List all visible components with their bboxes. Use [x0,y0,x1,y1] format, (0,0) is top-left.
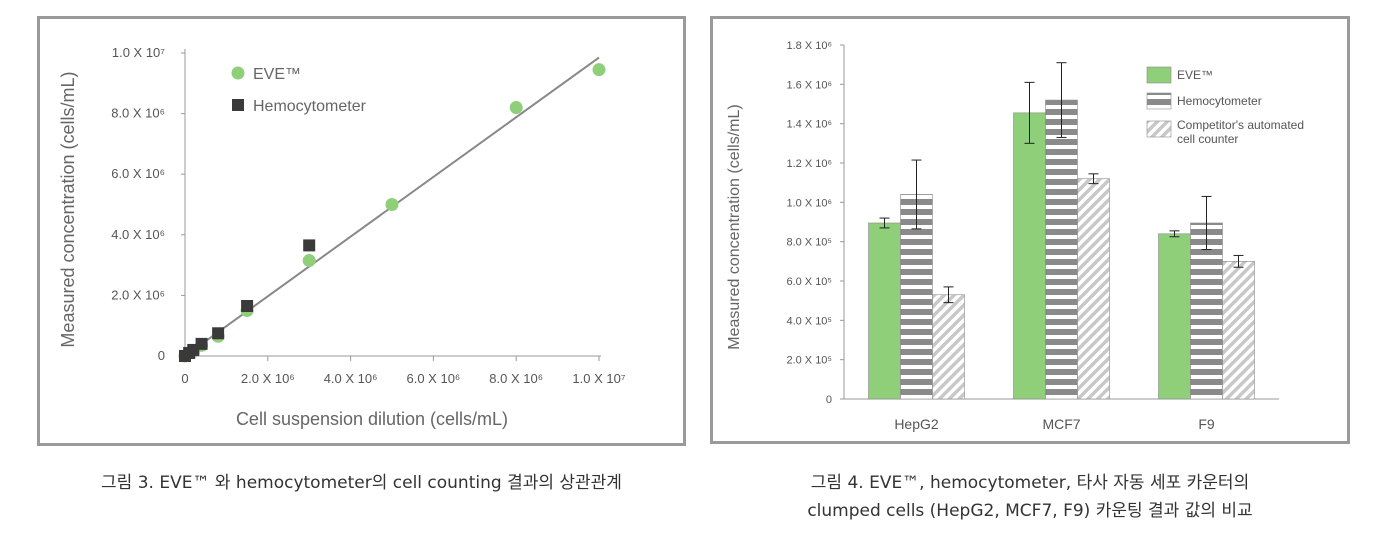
figure-4-caption-line-1: 그림 4. EVE™, hemocytometer, 타사 자동 세포 카운터의 [810,473,1250,493]
bar [1045,99,1078,400]
figure-3-caption-text: 그림 3. EVE™ 와 hemocytometer의 cell countin… [101,473,622,493]
y-axis-title: Measured concentration (cells/mL) [58,71,78,347]
y-tick-label: 6.0 X 10⁵ [786,276,832,288]
y-tick-label: 1.4 X 10⁶ [786,119,832,131]
scatter-chart: 0 2.0 X 10⁶ 4.0 X 10⁶ 6.0 X 10⁶ 8.0 X 10⁶ 1.0… [58,45,626,429]
bar [868,222,901,400]
series-hemocytometer-points [179,239,316,362]
figure-4-caption: 그림 4. EVE™, hemocytometer, 타사 자동 세포 카운터의… [710,469,1350,525]
legend-competitor-swatch [1146,120,1172,138]
legend-competitor-label-line-1: Competitor's automated [1177,118,1304,132]
legend-competitor-label-line-2: cell counter [1177,132,1238,146]
x-tick-label: 0 [181,371,188,386]
legend-eve-label: EVE™ [253,66,301,83]
legend-hemocytometer-label: Hemocytometer [1177,94,1262,108]
legend-eve-swatch [1146,66,1172,84]
x-axis-title: Cell suspension dilution (cells/mL) [236,409,508,429]
bar [1158,233,1191,400]
figure-3-caption: 그림 3. EVE™ 와 hemocytometer의 cell countin… [37,469,686,497]
bar-axes: 0 2.0 X 10⁵ 4.0 X 10⁵ 6.0 X 10⁵ 8.0 X 10⁵ 1.0… [786,40,1279,406]
y-tick-label: 0 [158,348,165,363]
y-axis-title: Measured concentration (cells/mL) [726,104,743,349]
x-tick-label: 8.0 X 10⁶ [489,371,543,386]
y-tick-label: 4.0 X 10⁵ [786,315,832,327]
y-tick-label: 1.6 X 10⁶ [786,79,832,91]
eve-point [385,198,399,211]
category-label: F9 [1198,416,1215,432]
bar [932,294,965,400]
bar-legend: EVE™ Hemocytometer Competitor's automatedc… [1146,66,1304,146]
hemocytometer-point [212,327,225,340]
hemocytometer-point [303,239,316,252]
scatter-axes: 0 2.0 X 10⁶ 4.0 X 10⁶ 6.0 X 10⁶ 8.0 X 10⁶ 1.0… [111,45,626,386]
y-tick-label: 8.0 X 10⁵ [786,237,832,249]
legend-eve-marker [231,66,245,80]
y-tick-label: 1.0 X 10⁶ [786,197,832,209]
y-tick-label: 1.2 X 10⁶ [786,158,832,170]
y-tick-label: 1.0 X 10⁷ [112,45,165,60]
bar [1013,112,1046,400]
category-label: MCF7 [1042,416,1080,432]
bar-chart: 0 2.0 X 10⁵ 4.0 X 10⁵ 6.0 X 10⁵ 8.0 X 10⁵ 1.0… [726,40,1304,432]
y-tick-label: 2.0 X 10⁵ [786,355,832,367]
x-tick-label: 2.0 X 10⁶ [241,371,295,386]
bar-chart-panel: 0 2.0 X 10⁵ 4.0 X 10⁵ 6.0 X 10⁵ 8.0 X 10⁵ 1.0… [710,16,1350,444]
figure-4-caption-line-2: clumped cells (HepG2, MCF7, F9) 카운팅 결과 값… [807,501,1253,521]
legend-hemocytometer-swatch [1146,92,1172,110]
y-tick-label: 4.0 X 10⁶ [111,227,165,242]
bar-group-f9 [1158,195,1255,400]
category-label: HepG2 [894,416,939,432]
eve-point [302,254,316,268]
eve-point [592,63,606,77]
legend-hemocytometer-marker [232,99,244,111]
y-tick-label: 2.0 X 10⁶ [111,287,165,302]
hemocytometer-point [195,337,208,350]
legend-eve-label: EVE™ [1177,68,1213,82]
bar [1222,261,1255,400]
y-tick-label: 8.0 X 10⁶ [111,106,165,121]
y-tick-label: 6.0 X 10⁶ [111,166,165,181]
hemocytometer-point [241,300,254,313]
bar [1077,178,1110,400]
bar-group-mcf7 [1013,62,1110,400]
scatter-chart-panel: 0 2.0 X 10⁶ 4.0 X 10⁶ 6.0 X 10⁶ 8.0 X 10⁶ 1.0… [37,16,686,446]
legend-hemocytometer-label: Hemocytometer [253,98,367,115]
scatter-legend: EVE™ Hemocytometer [231,66,367,115]
x-tick-label: 1.0 X 10⁷ [572,371,625,386]
bar-group-hepg2 [868,159,965,400]
x-tick-label: 4.0 X 10⁶ [324,371,378,386]
eve-point [509,101,523,115]
y-tick-label: 1.8 X 10⁶ [786,40,832,52]
x-tick-label: 6.0 X 10⁶ [407,371,461,386]
y-tick-label: 0 [826,394,832,406]
